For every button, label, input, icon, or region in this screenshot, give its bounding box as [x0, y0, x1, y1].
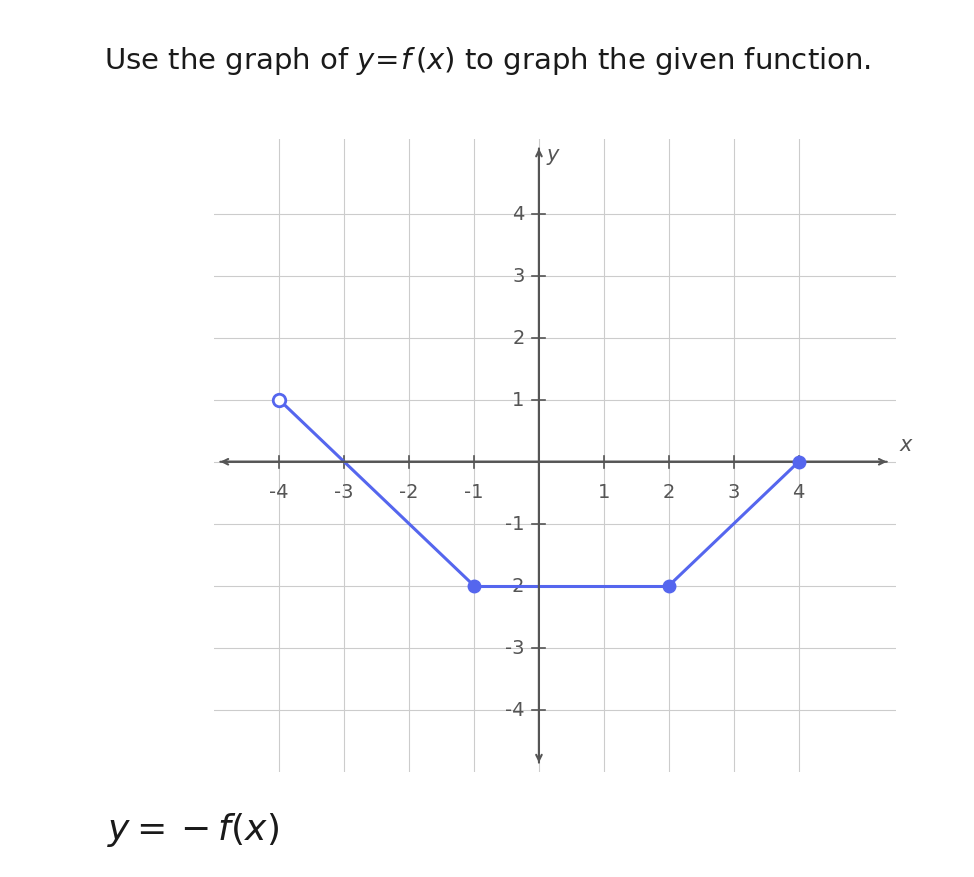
Text: 1: 1: [598, 482, 610, 501]
Text: 3: 3: [512, 267, 525, 286]
Text: -4: -4: [270, 482, 289, 501]
Text: -4: -4: [506, 701, 525, 719]
Text: -1: -1: [465, 482, 484, 501]
Text: $y$: $y$: [545, 146, 561, 167]
Text: -1: -1: [506, 515, 525, 533]
Text: 1: 1: [512, 391, 525, 410]
Text: 2: 2: [512, 329, 525, 348]
Text: 4: 4: [512, 205, 525, 225]
Text: -2: -2: [506, 576, 525, 595]
Text: -3: -3: [506, 638, 525, 658]
Text: -2: -2: [399, 482, 419, 501]
Text: $y=-f(x)$: $y=-f(x)$: [107, 809, 280, 848]
Text: Use the graph of $y\!=\!f\,(x)$ to graph the given function.: Use the graph of $y\!=\!f\,(x)$ to graph…: [103, 46, 871, 77]
Text: $x$: $x$: [899, 435, 915, 455]
Text: -3: -3: [334, 482, 354, 501]
Text: 2: 2: [662, 482, 675, 501]
Text: 4: 4: [793, 482, 805, 501]
Text: 3: 3: [728, 482, 740, 501]
